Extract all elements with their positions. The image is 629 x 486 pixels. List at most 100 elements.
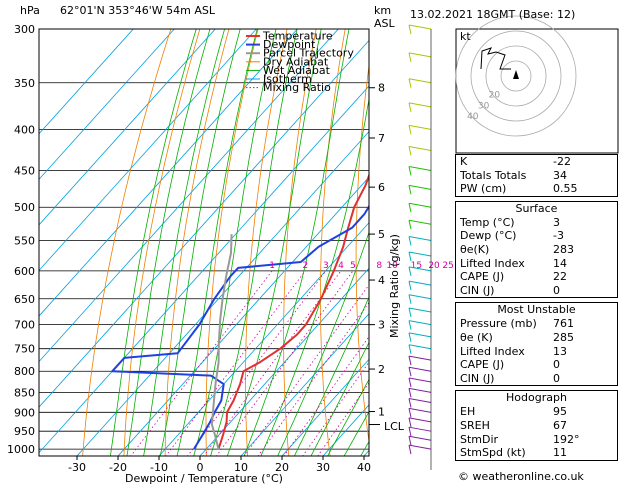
isotherm-line (39, 85, 369, 454)
wet-adiabat-line (159, 29, 241, 456)
isotherm-line (39, 29, 298, 317)
km-tick-label: 5 (378, 228, 385, 241)
mixing-ratio-label: 8 (376, 261, 382, 271)
pressure-tick-label: 300 (14, 23, 35, 36)
mixing-ratio-label: 15 (411, 261, 422, 271)
dry-adiabat-line (205, 29, 259, 456)
hpa-label: hPa (20, 4, 40, 17)
most_unstable-value: 285 (553, 330, 574, 344)
mixing-ratio-label: 25 (442, 261, 453, 271)
isotherm-line (39, 29, 257, 272)
legend-entry: Parcel Trajectory (263, 47, 354, 60)
hodograph_box-value: 192° (553, 432, 580, 446)
surface-value: 22 (553, 270, 567, 284)
mixing-ratio-line (165, 270, 306, 456)
surface-value: 14 (553, 256, 567, 270)
most_unstable-row: CIN (J) 0 (456, 372, 617, 386)
wind-barb (408, 202, 432, 208)
surface-row: CAPE (J) 22 (456, 270, 617, 284)
most_unstable-row: Lifted Index 13 (456, 345, 617, 359)
copyright-footer: © weatheronline.co.uk (458, 470, 584, 483)
x-tick-label: 30 (316, 461, 330, 474)
wind-barb (408, 417, 432, 423)
indices-value: 34 (553, 168, 567, 182)
hodograph-box: Hodograph EH 95 SREH 67 StmDir 192° StmSpd (kt… (455, 390, 618, 461)
pressure-tick-label: 950 (14, 425, 35, 438)
pressure-tick-label: 600 (14, 265, 35, 278)
hodograph-ring (485, 45, 547, 107)
indices-value: 0.55 (553, 182, 578, 196)
isotherm-line (76, 130, 369, 456)
indices-row: PW (cm) 0.55 (456, 182, 617, 196)
x-tick-label: -30 (68, 461, 86, 474)
hodograph-ring (470, 30, 562, 122)
wind-barb-flag (408, 367, 412, 377)
wind-barb (408, 184, 432, 190)
wind-barb-flag (408, 332, 412, 342)
wet-adiabat-line (176, 29, 258, 456)
wind-barb-flag (408, 444, 412, 455)
indices-box: K -22 Totals Totals 34 PW (cm) 0.55 (455, 154, 618, 197)
hodograph_box-row: StmDir 192° (456, 433, 617, 447)
wind-barb (408, 307, 432, 313)
isotherm-line (39, 29, 134, 135)
dry-adiabat-line (355, 63, 369, 444)
wet-adiabat-line (310, 341, 369, 456)
surface-label: θe(K) (460, 242, 490, 256)
km-label: km (374, 4, 391, 17)
wet-adiabat-line (193, 29, 277, 456)
most_unstable-value: 0 (553, 371, 560, 385)
wet-adiabat-line (327, 378, 369, 456)
most-unstable-title: Most Unstable (497, 303, 576, 317)
asl-label: ASL (374, 17, 396, 30)
hodograph_box-value: 67 (553, 418, 567, 432)
x-tick-label: 10 (234, 461, 248, 474)
most_unstable-label: θe (K) (460, 330, 493, 344)
x-axis-label: Dewpoint / Temperature (°C) (125, 472, 283, 485)
location-title: 62°01'N 353°46'W 54m ASL (60, 4, 216, 17)
wind-barb-flag (408, 185, 412, 195)
wind-barb-flag (408, 125, 412, 135)
wind-barb (408, 387, 432, 393)
wet-adiabat-line (343, 410, 369, 456)
hodograph_box-label: SREH (460, 418, 490, 432)
wind-barb-flag (408, 266, 412, 276)
wind-barb-flag (408, 280, 412, 291)
mixing-ratio-label: 4 (338, 261, 344, 271)
surface-label: Dewp (°C) (460, 229, 517, 243)
wet-adiabat-line (243, 29, 350, 456)
x-tick-label: 0 (197, 461, 204, 474)
parcel-trajectory-line (210, 234, 233, 450)
pressure-tick-label: 450 (14, 164, 35, 177)
surface-value: 0 (553, 283, 560, 297)
hodograph-title: Hodograph (506, 391, 567, 405)
pressure-tick-label: 350 (14, 77, 35, 90)
x-tick-label: 20 (275, 461, 289, 474)
wet-adiabat-line (277, 230, 369, 456)
hodograph_box-row: SREH 67 (456, 419, 617, 433)
mixing-ratio-label: 20 (428, 261, 440, 271)
wind-barb (408, 407, 432, 413)
most_unstable-label: CIN (J) (460, 371, 495, 385)
surface-label: Temp (°C) (460, 215, 515, 229)
wind-barb-flag (408, 52, 412, 63)
x-tick-label: 40 (357, 461, 371, 474)
km-tick-label: 7 (378, 132, 385, 145)
wind-barb (408, 219, 432, 225)
mixing-ratio-label: 10 (386, 261, 398, 271)
wind-barb (408, 124, 432, 130)
wind-barb (408, 398, 432, 403)
wet-adiabat-line (293, 296, 369, 456)
wind-barb (408, 320, 432, 326)
hodograph-ring-label: 20 (489, 91, 501, 101)
legend-entry: Dewpoint (263, 38, 316, 51)
hodograph-frame (455, 28, 619, 154)
dry-adiabat-line (164, 29, 230, 456)
wind-barb (408, 366, 432, 372)
wind-barb-flag (408, 427, 412, 437)
hodograph_box-value: 95 (553, 405, 567, 419)
wind-barb (408, 377, 432, 383)
mixing-ratio-label: 2 (302, 261, 308, 271)
mixing-ratio-label: 3 (323, 261, 329, 271)
